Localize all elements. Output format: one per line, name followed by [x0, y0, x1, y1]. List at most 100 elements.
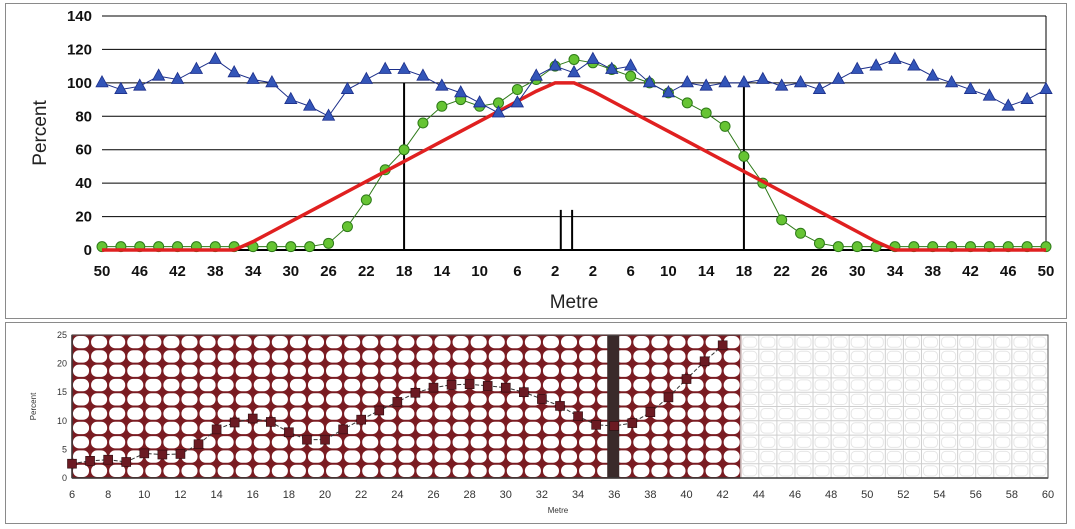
lattice-cell: [542, 336, 559, 349]
light-cell: [904, 336, 920, 348]
x-tick-label: 14: [433, 263, 450, 280]
x-tick-label: 26: [320, 263, 337, 280]
light-cell: [904, 436, 920, 448]
series-blue-point: [699, 78, 713, 91]
series-point: [446, 379, 457, 390]
light-cell: [832, 336, 848, 348]
lattice-cell: [398, 464, 415, 477]
series-point: [392, 397, 403, 407]
lattice-cell: [91, 421, 108, 435]
light-cell: [760, 465, 776, 477]
lattice-cell: [705, 450, 722, 463]
lattice-cell: [344, 364, 361, 377]
lattice-cell: [416, 464, 433, 477]
light-cell: [922, 408, 939, 420]
series-red-line: [102, 81, 1046, 252]
light-cell: [959, 465, 975, 477]
lattice-cell: [380, 464, 397, 477]
series-point: [85, 456, 95, 466]
y-tick-label: 60: [75, 142, 92, 159]
light-cell: [904, 350, 920, 363]
x-tick-label: 18: [736, 263, 753, 280]
lattice-cell: [579, 450, 596, 463]
lattice-cell: [524, 436, 541, 449]
lattice-cell: [127, 464, 144, 477]
lattice-cell: [633, 450, 650, 463]
lattice-cell: [561, 393, 578, 406]
light-cell: [995, 450, 1011, 463]
x-tick-label: 42: [169, 263, 186, 280]
lattice-cell: [73, 378, 90, 392]
lattice-cell: [163, 464, 180, 477]
lattice-cell: [669, 464, 686, 477]
lattice-cell: [651, 350, 668, 363]
series-blue-point: [793, 75, 808, 88]
lattice-cell: [723, 464, 740, 477]
light-cell: [850, 365, 866, 377]
series-blue-point: [359, 71, 373, 84]
lattice-cell: [253, 336, 270, 349]
series-blue-point: [321, 108, 336, 121]
light-cell: [941, 450, 957, 463]
light-cell: [778, 350, 794, 363]
lattice-cell: [362, 336, 379, 349]
light-cell: [1013, 393, 1029, 405]
series-blue-point: [208, 51, 222, 64]
lattice-cell: [109, 393, 126, 406]
lattice-cell: [506, 464, 523, 477]
lattice-cell: [633, 350, 650, 363]
lattice-cell: [579, 350, 596, 363]
series-point: [266, 417, 276, 427]
lattice-cell: [199, 464, 216, 477]
lattice-cell: [181, 421, 198, 435]
series-point: [121, 457, 132, 467]
lattice-cell: [633, 421, 650, 435]
lattice-cell: [235, 393, 252, 406]
series-point: [519, 387, 529, 397]
light-cell: [1031, 350, 1047, 363]
series-green-point: [341, 221, 353, 233]
x-tick-label: 20: [319, 489, 331, 501]
light-cell: [886, 365, 902, 377]
lattice-cell: [452, 421, 469, 435]
series-blue-point: [340, 81, 355, 94]
lattice-cell: [542, 450, 559, 463]
y-tick-label: 80: [75, 108, 92, 125]
lattice-cell: [380, 336, 397, 349]
lattice-cell: [344, 350, 361, 363]
series-point: [356, 414, 366, 425]
lattice-cell: [561, 350, 578, 363]
lattice-cell: [416, 436, 433, 449]
x-tick-label: 30: [282, 263, 299, 280]
lattice-cell: [434, 421, 451, 435]
lattice-cell: [145, 436, 162, 449]
light-cell: [886, 350, 902, 363]
series-green-point: [832, 241, 844, 253]
lattice-cell: [416, 350, 433, 363]
lattice-cell: [651, 393, 668, 406]
lattice-cell: [127, 378, 144, 392]
series-blue-point: [1001, 98, 1015, 111]
lattice-cell: [687, 436, 704, 449]
x-tick-label: 26: [427, 489, 439, 501]
lattice-cell: [145, 407, 162, 420]
light-cell: [904, 379, 920, 391]
series-blue-point: [926, 68, 940, 81]
lattice-cell: [579, 378, 596, 392]
series-blue-point: [416, 68, 430, 81]
lattice-cell: [163, 421, 180, 435]
series-point: [103, 454, 113, 465]
light-cell: [778, 465, 794, 477]
lattice-cell: [669, 393, 686, 406]
lattice-cell: [127, 407, 144, 420]
lattice-cell: [73, 336, 90, 349]
x-axis-title: Metre: [550, 292, 599, 313]
light-cell: [977, 379, 993, 391]
lattice-cell: [524, 350, 541, 363]
series-blue-point: [303, 98, 317, 111]
lattice-cell: [488, 364, 505, 377]
light-cell: [742, 450, 758, 463]
lattice-cell: [615, 378, 632, 392]
lattice-cell: [199, 436, 216, 449]
series-green-point: [323, 237, 335, 249]
